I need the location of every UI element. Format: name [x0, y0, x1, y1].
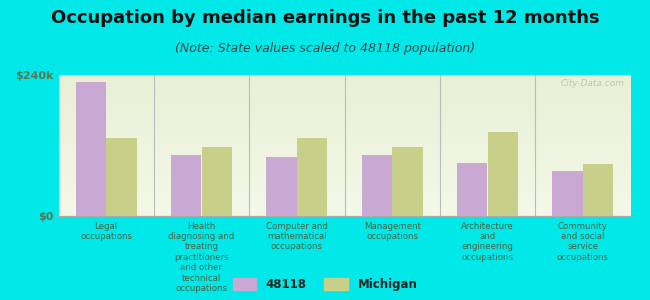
Text: (Note: State values scaled to 48118 population): (Note: State values scaled to 48118 popu… [175, 42, 475, 55]
Legend: 48118, Michigan: 48118, Michigan [233, 278, 417, 291]
Bar [361, 155, 392, 216]
Bar [75, 82, 106, 216]
Bar [583, 164, 614, 216]
Bar [392, 147, 422, 216]
Text: Occupation by median earnings in the past 12 months: Occupation by median earnings in the pas… [51, 9, 599, 27]
Bar [297, 138, 328, 216]
Bar [171, 155, 202, 216]
Bar [202, 147, 232, 216]
Text: City-Data.com: City-Data.com [561, 79, 625, 88]
Bar [552, 171, 583, 216]
Bar [488, 132, 518, 216]
Bar [106, 138, 136, 216]
Bar [457, 163, 488, 216]
Bar [266, 157, 297, 216]
